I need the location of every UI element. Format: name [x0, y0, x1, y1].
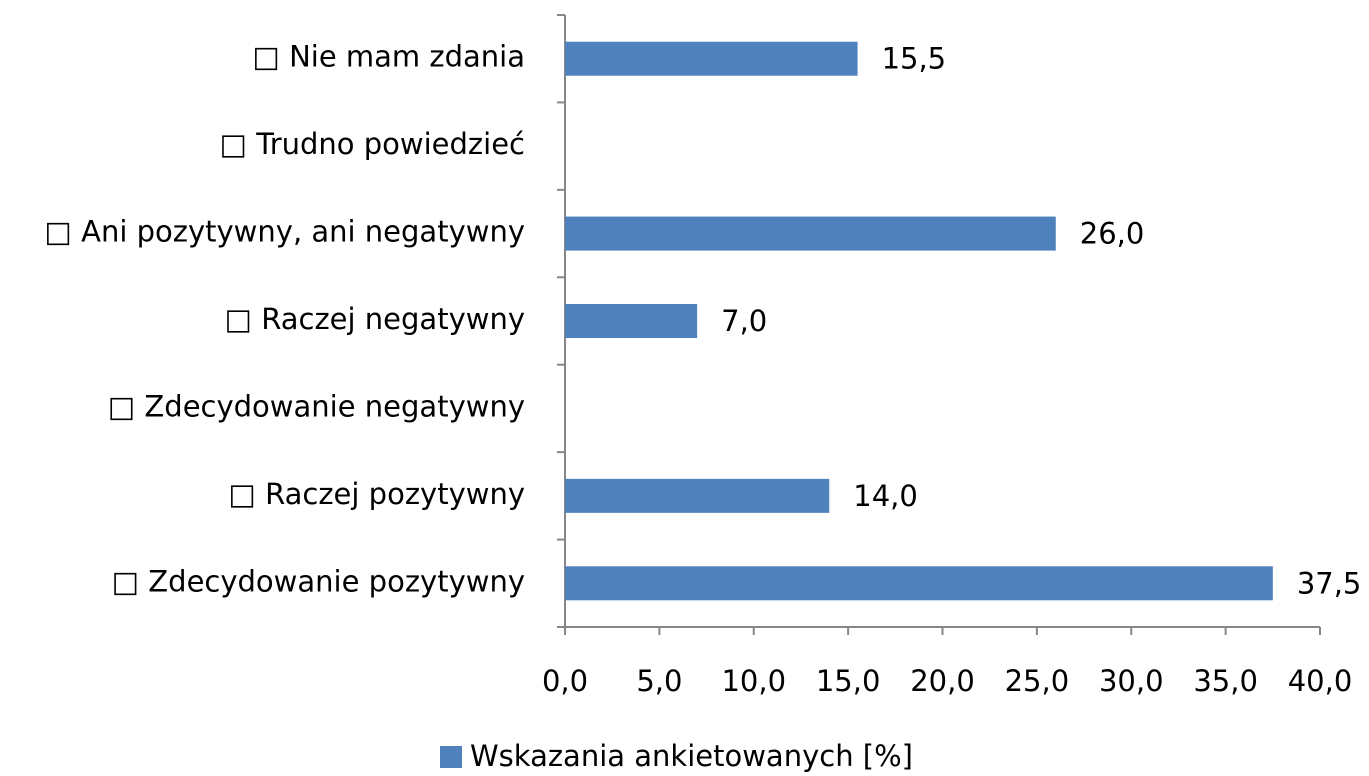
x-tick-label: 10,0 — [721, 664, 786, 698]
bar — [565, 478, 830, 513]
x-tick-label: 25,0 — [1005, 664, 1070, 698]
x-tick-label: 0,0 — [542, 664, 588, 698]
x-tick-label: 30,0 — [1099, 664, 1164, 698]
x-tick-label: 35,0 — [1193, 664, 1258, 698]
y-tick-label: □ Nie mam zdania — [252, 40, 525, 74]
y-tick-label: □ Trudno powiedzieć — [220, 127, 525, 161]
x-tick-label: 20,0 — [910, 664, 975, 698]
y-tick-label: □ Ani pozytywny, ani negatywny — [45, 215, 526, 249]
bar — [565, 41, 858, 76]
data-label: 7,0 — [721, 304, 767, 338]
x-tick-label: 5,0 — [636, 664, 682, 698]
data-label: 26,0 — [1080, 217, 1145, 251]
data-label: 14,0 — [853, 479, 918, 513]
y-tick-label: □ Zdecydowanie pozytywny — [112, 564, 525, 598]
y-tick-label: □ Zdecydowanie negatywny — [108, 389, 525, 423]
x-tick-label: 40,0 — [1288, 664, 1353, 698]
bar — [565, 304, 698, 338]
data-label: 37,5 — [1297, 566, 1362, 600]
x-tick-label: 15,0 — [816, 664, 881, 698]
data-label: 15,5 — [882, 42, 947, 76]
bar — [565, 566, 1273, 601]
legend-label: Wskazania ankietowanych [%] — [470, 739, 913, 773]
legend-swatch — [440, 746, 462, 768]
y-tick-label: □ Raczej pozytywny — [228, 477, 525, 511]
bar — [565, 216, 1056, 251]
y-tick-label: □ Raczej negatywny — [225, 302, 525, 336]
